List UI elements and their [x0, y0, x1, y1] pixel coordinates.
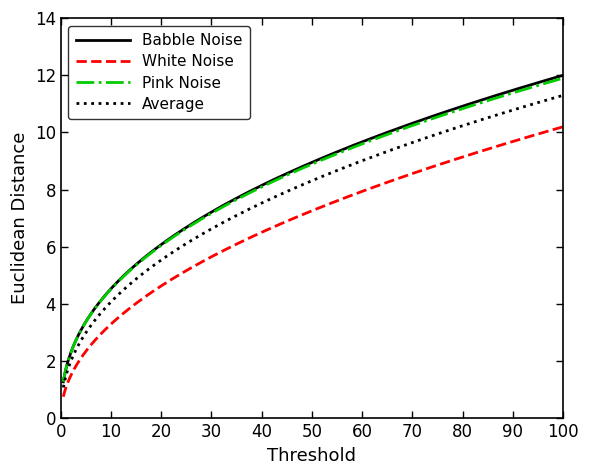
Average [85, 326, 92, 331]
Average [453, 125, 460, 130]
Babble Noise [60, 379, 67, 385]
Babble Noise [559, 72, 566, 78]
Babble Noise [453, 105, 460, 111]
Pink Noise [545, 79, 552, 85]
Average [545, 97, 552, 102]
Average [559, 92, 566, 98]
Babble Noise [85, 314, 92, 320]
Average [303, 180, 310, 186]
Line: Babble Noise: Babble Noise [63, 75, 563, 382]
Babble Noise [545, 77, 552, 82]
Babble Noise [303, 162, 310, 168]
Average [545, 97, 552, 102]
Pink Noise [60, 379, 67, 385]
Babble Noise [545, 77, 552, 82]
Average [290, 186, 297, 192]
Legend: Babble Noise, White Noise, Pink Noise, Average: Babble Noise, White Noise, Pink Noise, A… [68, 26, 250, 119]
White Noise [303, 210, 310, 216]
X-axis label: Threshold: Threshold [267, 447, 356, 465]
Pink Noise [303, 164, 310, 169]
White Noise [60, 394, 67, 399]
White Noise [453, 156, 460, 162]
White Noise [545, 128, 552, 134]
Y-axis label: Euclidean Distance: Euclidean Distance [11, 132, 29, 305]
Pink Noise [85, 315, 92, 320]
White Noise [545, 128, 552, 134]
Line: Average: Average [63, 95, 563, 387]
Pink Noise [559, 75, 566, 81]
White Noise [559, 124, 566, 129]
Pink Noise [453, 108, 460, 113]
Babble Noise [290, 168, 297, 174]
White Noise [85, 345, 92, 350]
Average [60, 385, 67, 390]
White Noise [290, 216, 297, 221]
Line: White Noise: White Noise [63, 127, 563, 397]
Pink Noise [290, 169, 297, 175]
Pink Noise [545, 79, 552, 85]
Line: Pink Noise: Pink Noise [63, 78, 563, 382]
